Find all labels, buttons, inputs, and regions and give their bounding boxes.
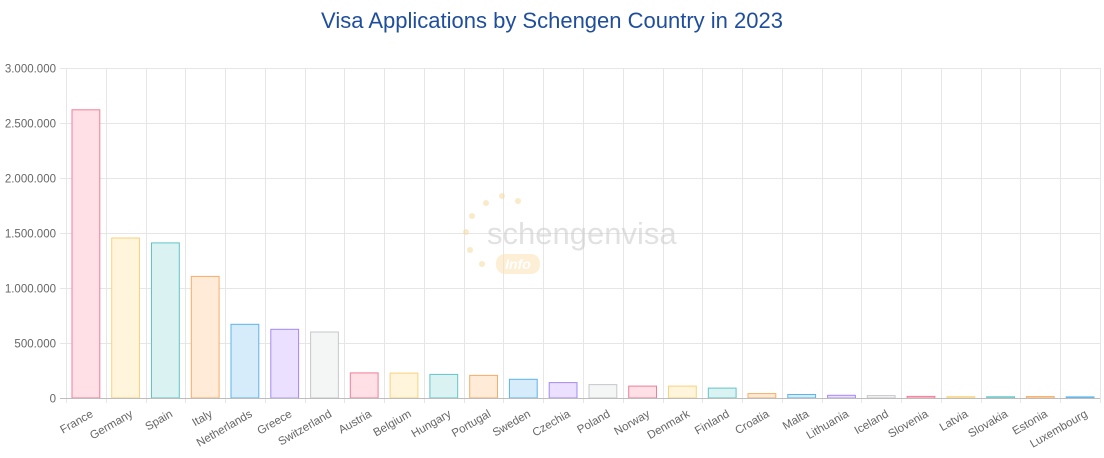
bar-estonia[interactable]	[1025, 396, 1055, 399]
bar-norway[interactable]	[628, 385, 658, 399]
bar-austria[interactable]	[349, 372, 379, 399]
x-tick-label: Sweden	[491, 408, 533, 439]
x-tick-label: Croatia	[733, 408, 772, 437]
bar-slovenia[interactable]	[906, 395, 936, 399]
bar-finland[interactable]	[707, 387, 737, 399]
bar-portugal[interactable]	[469, 374, 499, 399]
x-tick-label: Poland	[575, 408, 612, 436]
bar-italy[interactable]	[190, 275, 220, 399]
eu-stars-icon	[463, 193, 521, 267]
bar-poland[interactable]	[588, 384, 618, 399]
y-tick-label: 2.000.000	[5, 174, 56, 186]
bar-lithuania[interactable]	[827, 394, 856, 399]
bar-iceland[interactable]	[866, 395, 896, 399]
bar-slovakia[interactable]	[986, 396, 1016, 399]
x-tick-label: Austria	[337, 408, 375, 437]
bar-croatia[interactable]	[747, 393, 777, 399]
bar-hungary[interactable]	[429, 373, 459, 399]
bar-spain[interactable]	[151, 242, 180, 399]
y-tick-label: 500.000	[14, 339, 56, 351]
chart-title: Visa Applications by Schengen Country in…	[321, 8, 783, 33]
bar-latvia[interactable]	[946, 396, 976, 399]
x-tick-label: Belgium	[372, 408, 414, 439]
x-tick-label: Hungary	[410, 408, 454, 440]
x-tick-label: Germany	[88, 408, 135, 442]
bar-netherlands[interactable]	[230, 323, 260, 399]
bar-greece[interactable]	[270, 328, 300, 399]
y-tick-label: 1.000.000	[5, 284, 56, 296]
x-tick-label: Slovakia	[966, 408, 1010, 440]
watermark-badge-text: Info	[505, 256, 531, 272]
x-tick-label: Czechia	[531, 408, 574, 439]
bar-denmark[interactable]	[668, 385, 697, 399]
x-tick-label: Italy	[190, 408, 214, 429]
bars-layer	[71, 109, 1095, 399]
y-tick-label: 3.000.000	[5, 64, 56, 76]
bar-malta[interactable]	[787, 394, 817, 399]
y-tick-label: 0	[50, 394, 56, 406]
bar-france[interactable]	[71, 109, 101, 399]
x-tick-label: Portugal	[450, 408, 493, 440]
bar-switzerland[interactable]	[310, 331, 339, 399]
watermark-brand-text: schengenvisa	[487, 216, 677, 251]
y-tick-label: 2.500.000	[5, 119, 56, 131]
bar-czechia[interactable]	[548, 382, 578, 399]
x-tick-label: Lithuania	[805, 408, 852, 442]
bar-luxembourg[interactable]	[1065, 396, 1095, 399]
bar-germany[interactable]	[111, 237, 140, 399]
y-tick-label: 1.500.000	[5, 229, 56, 241]
x-tick-label: Slovenia	[886, 408, 931, 441]
bar-belgium[interactable]	[389, 372, 419, 399]
x-tick-label: Denmark	[646, 408, 693, 442]
bar-sweden[interactable]	[508, 378, 538, 399]
watermark-badge	[496, 254, 540, 274]
grid-layer	[60, 68, 1101, 403]
x-tick-label: Finland	[693, 408, 732, 437]
x-tick-label: Spain	[143, 408, 174, 433]
x-tick-label: Iceland	[853, 408, 891, 437]
watermark-logo: schengenvisa Info	[463, 193, 677, 274]
